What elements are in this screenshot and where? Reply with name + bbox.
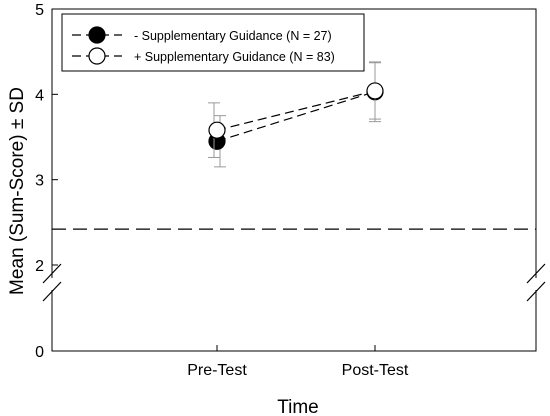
y-tick-label-3: 3 bbox=[35, 173, 44, 190]
y-tick-label-0: 0 bbox=[35, 344, 44, 361]
axis-break-slash-left-upper bbox=[42, 263, 62, 284]
legend: - Supplementary Guidance (N = 27) + Supp… bbox=[61, 13, 365, 72]
x-axis-ticks: Pre-Test Post-Test bbox=[187, 345, 409, 379]
axis-break-slash-right-lower bbox=[526, 281, 546, 302]
series-line-1 bbox=[216, 91, 376, 142]
series-2 bbox=[208, 62, 384, 158]
y-tick-label-4: 4 bbox=[35, 87, 44, 104]
legend-marker-series-1 bbox=[88, 26, 106, 44]
legend-box bbox=[61, 13, 365, 72]
x-axis-title: Time bbox=[277, 397, 319, 416]
y-axis-ticks: 0 2 3 4 5 bbox=[35, 2, 58, 361]
legend-label-series-2: + Supplementary Guidance (N = 83) bbox=[134, 50, 335, 64]
y-tick-label-2: 2 bbox=[35, 258, 44, 275]
axis-break-marks bbox=[42, 263, 546, 302]
data-point-series-2-0 bbox=[208, 121, 226, 139]
axis-break-slash-right-upper bbox=[526, 263, 546, 284]
y-axis-title: Mean (Sum-Score) ± SD bbox=[7, 87, 28, 295]
x-tick-label-1: Post-Test bbox=[342, 362, 409, 379]
y-tick-label-5: 5 bbox=[35, 2, 44, 19]
axis-break-slash-left-lower bbox=[42, 281, 62, 302]
series-layer bbox=[208, 61, 384, 168]
series-line-2 bbox=[216, 90, 376, 131]
legend-marker-series-2 bbox=[88, 47, 106, 65]
series-1 bbox=[208, 61, 384, 168]
legend-label-series-1: - Supplementary Guidance (N = 27) bbox=[134, 29, 332, 43]
data-point-series-2-1 bbox=[366, 82, 384, 100]
x-tick-label-0: Pre-Test bbox=[187, 362, 247, 379]
